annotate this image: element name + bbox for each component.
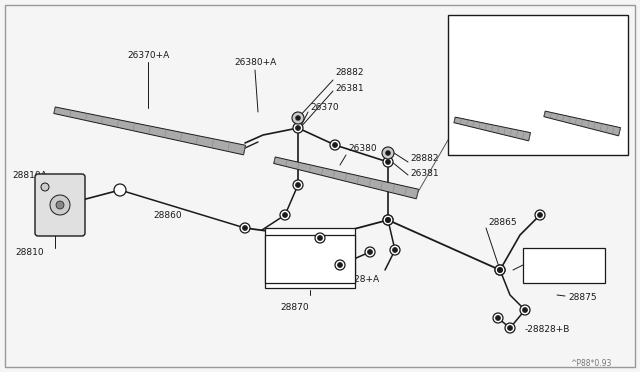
Circle shape — [365, 247, 375, 257]
Circle shape — [367, 250, 372, 254]
Circle shape — [296, 183, 301, 187]
Circle shape — [315, 233, 325, 243]
Text: 28875: 28875 — [568, 292, 596, 301]
Text: 28828: 28828 — [268, 237, 296, 247]
Text: 28852: 28852 — [527, 253, 556, 263]
Bar — [448, 15, 628, 155]
Circle shape — [385, 151, 390, 155]
Text: 28865: 28865 — [488, 218, 516, 227]
Text: 28860: 28860 — [154, 211, 182, 219]
Circle shape — [383, 215, 393, 225]
Circle shape — [495, 265, 505, 275]
Circle shape — [497, 267, 502, 273]
Circle shape — [497, 267, 502, 273]
Circle shape — [50, 195, 70, 215]
Circle shape — [293, 123, 303, 133]
Text: [0698-       ]: [0698- ] — [527, 267, 576, 276]
Circle shape — [495, 265, 505, 275]
Text: 28882: 28882 — [410, 154, 438, 163]
Text: ^P88*0.93: ^P88*0.93 — [570, 359, 611, 368]
Circle shape — [243, 225, 248, 231]
Text: REFILLS-WIPER BLADE: REFILLS-WIPER BLADE — [488, 23, 588, 32]
Circle shape — [505, 323, 515, 333]
Circle shape — [538, 212, 543, 218]
Text: (ASSIST): (ASSIST) — [477, 87, 513, 96]
Circle shape — [535, 210, 545, 220]
Text: 26373M: 26373M — [562, 76, 598, 84]
Text: 28852: 28852 — [268, 250, 296, 259]
Circle shape — [317, 235, 323, 241]
Text: [0698-    ]: [0698- ] — [268, 262, 309, 270]
Circle shape — [520, 305, 530, 315]
FancyBboxPatch shape — [35, 174, 85, 236]
Text: 26370: 26370 — [310, 103, 339, 112]
Text: 26381: 26381 — [410, 169, 438, 177]
Polygon shape — [544, 111, 621, 136]
Circle shape — [296, 115, 301, 121]
Text: 26370+A: 26370+A — [127, 51, 169, 60]
Text: 26373P: 26373P — [478, 76, 512, 84]
Text: -28828+B: -28828+B — [525, 326, 570, 334]
Circle shape — [493, 313, 503, 323]
Circle shape — [382, 147, 394, 159]
Polygon shape — [54, 107, 246, 155]
Circle shape — [495, 315, 500, 321]
Circle shape — [333, 142, 337, 148]
Polygon shape — [454, 117, 531, 141]
Circle shape — [385, 218, 390, 222]
Circle shape — [41, 183, 49, 191]
Text: 26373: 26373 — [523, 38, 553, 48]
Text: 28828+A: 28828+A — [337, 276, 379, 285]
Bar — [523, 248, 605, 283]
Circle shape — [383, 215, 393, 225]
Polygon shape — [274, 157, 419, 199]
Text: 28870: 28870 — [281, 304, 309, 312]
Circle shape — [383, 157, 393, 167]
Circle shape — [330, 140, 340, 150]
Text: 28882: 28882 — [335, 67, 364, 77]
Circle shape — [282, 212, 287, 218]
Circle shape — [293, 180, 303, 190]
Circle shape — [392, 247, 397, 253]
Circle shape — [508, 326, 513, 330]
Text: 28810: 28810 — [16, 247, 44, 257]
Circle shape — [390, 245, 400, 255]
Circle shape — [296, 125, 301, 131]
Circle shape — [292, 112, 304, 124]
Bar — [265, 235, 355, 283]
Circle shape — [280, 210, 290, 220]
Circle shape — [114, 184, 126, 196]
Text: 28810A: 28810A — [12, 170, 47, 180]
Text: 26380: 26380 — [348, 144, 376, 153]
Circle shape — [335, 260, 345, 270]
Text: <DRIVER>: <DRIVER> — [557, 87, 604, 96]
Circle shape — [385, 160, 390, 164]
Circle shape — [522, 308, 527, 312]
Bar — [265, 228, 355, 288]
Circle shape — [240, 223, 250, 233]
Text: 26381: 26381 — [335, 83, 364, 93]
Text: 26380+A: 26380+A — [234, 58, 276, 67]
Circle shape — [56, 201, 64, 209]
Circle shape — [337, 263, 342, 267]
Circle shape — [385, 218, 390, 222]
